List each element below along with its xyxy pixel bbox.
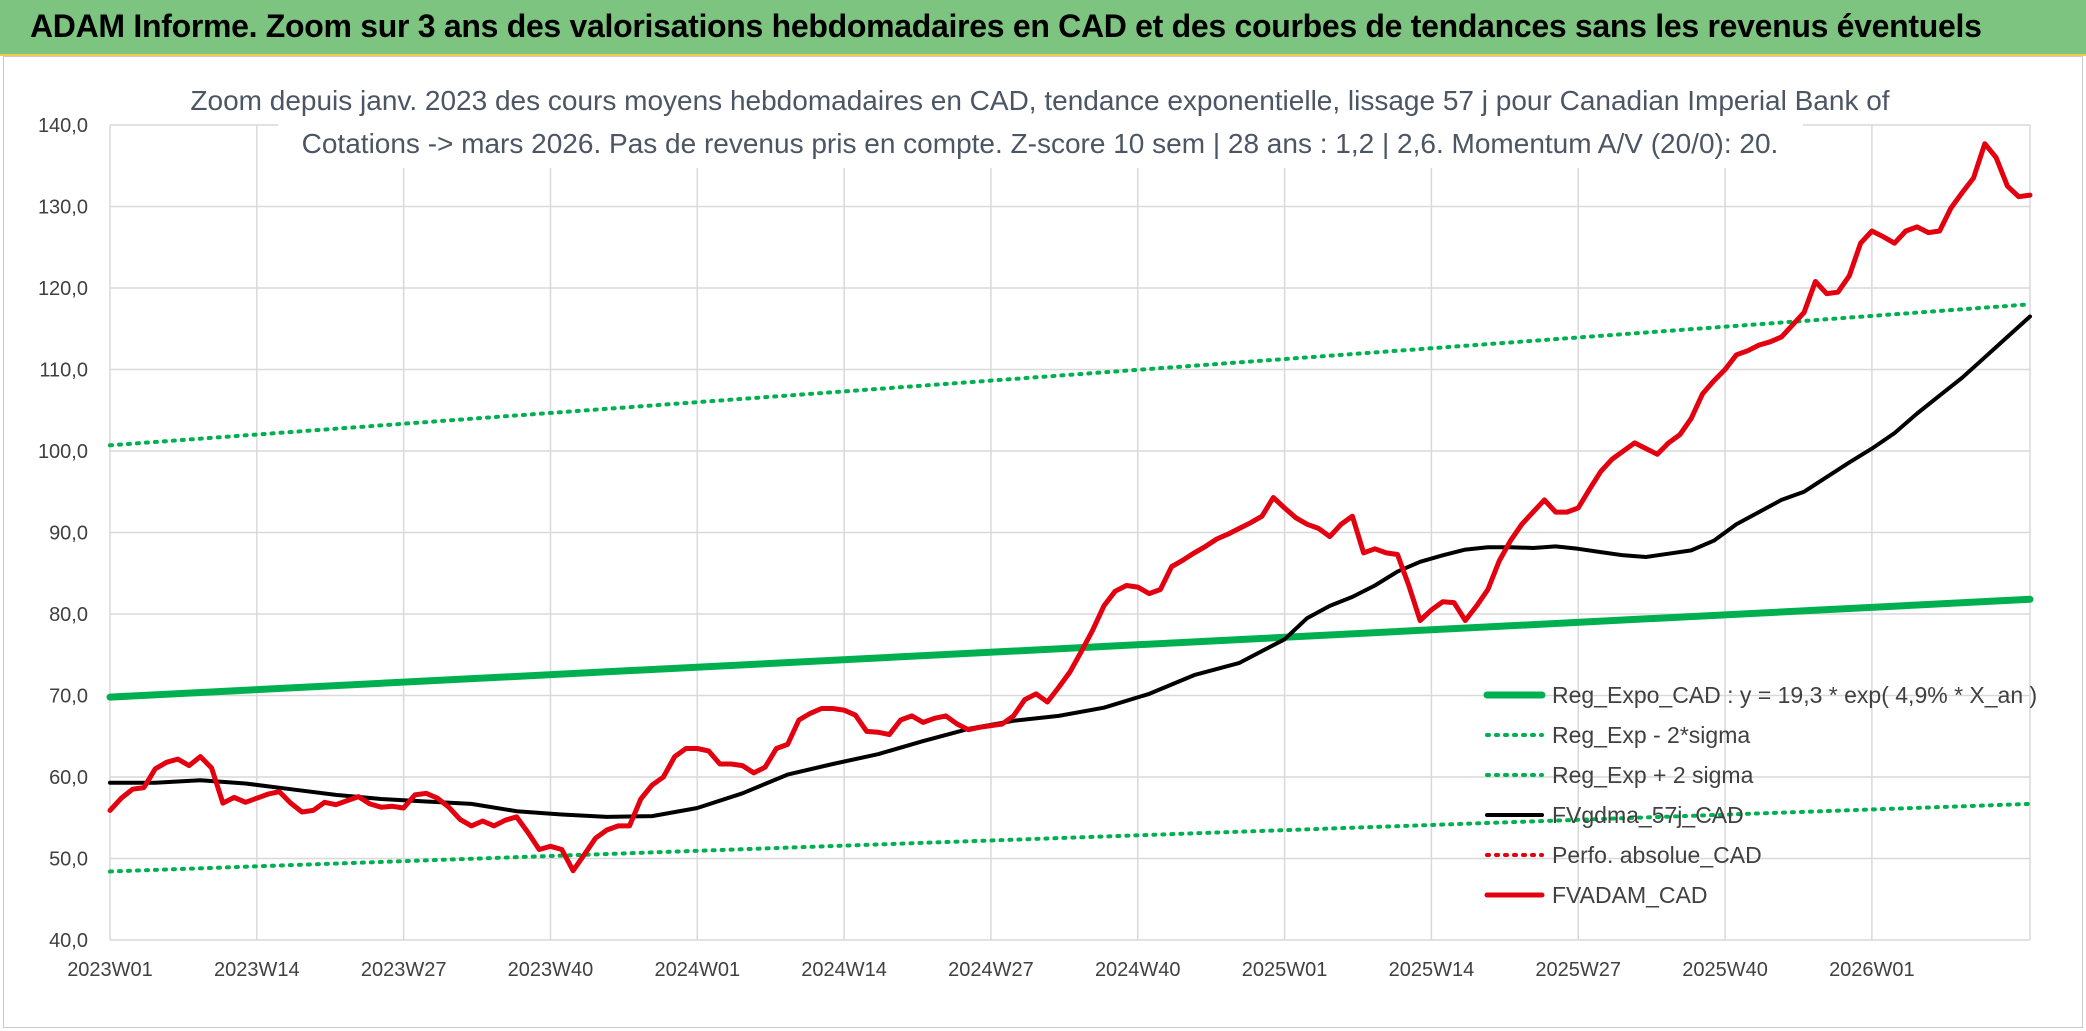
- y-tick-label: 80,0: [49, 604, 88, 626]
- y-tick-label: 70,0: [49, 686, 88, 708]
- legend-label-4: Perfo. absolue_CAD: [1552, 842, 1762, 868]
- legend-label-1: Reg_Exp - 2*sigma: [1552, 722, 1750, 748]
- chart-title-line2: Cotations -> mars 2026. Pas de revenus p…: [302, 128, 1779, 159]
- y-tick-label: 140,0: [38, 115, 88, 137]
- x-tick-label: 2023W01: [67, 959, 153, 981]
- x-tick-label: 2025W01: [1242, 959, 1328, 981]
- y-tick-label: 120,0: [38, 278, 88, 300]
- x-axis: 2023W01 2023W14 2023W27 2023W40 2024W01 2024W…: [67, 959, 1915, 981]
- y-tick-label: 60,0: [49, 767, 88, 789]
- y-tick-label: 40,0: [49, 930, 88, 952]
- chart-title-bg: [278, 78, 1803, 168]
- series-line-5: [107, 141, 2033, 874]
- series-line-1: [108, 801, 2032, 874]
- x-tick-label: 2024W01: [654, 959, 740, 981]
- series-line-3: [108, 314, 2032, 819]
- legend-label-5: FVADAM_CAD: [1552, 882, 1708, 908]
- y-axis: 40,0 50,0 60,0 70,0 80,0 90,0 100,0 110,0 120,0 1…: [38, 115, 88, 952]
- chart-title-line1: Zoom depuis janv. 2023 des cours moyens …: [190, 85, 1889, 116]
- x-tick-label: 2024W14: [801, 959, 887, 981]
- legend-label-0: Reg_Expo_CAD : y = 19,3 * exp( 4,9% * X_…: [1552, 682, 2037, 708]
- x-tick-label: 2026W01: [1829, 959, 1915, 981]
- x-tick-label: 2025W14: [1389, 959, 1475, 981]
- legend-label-3: FVgdma_57j_CAD: [1552, 802, 1744, 828]
- x-tick-label: 2024W27: [948, 959, 1034, 981]
- report-title: ADAM Informe. Zoom sur 3 ans des valoris…: [30, 8, 1982, 44]
- report-header: ADAM Informe. Zoom sur 3 ans des valoris…: [0, 0, 2086, 56]
- x-tick-label: 2023W27: [361, 959, 447, 981]
- series-line-2: [108, 302, 2032, 448]
- x-tick-label: 2023W14: [214, 959, 300, 981]
- legend: Reg_Expo_CAD : y = 19,3 * exp( 4,9% * X_…: [1483, 682, 2037, 908]
- y-tick-label: 90,0: [49, 523, 88, 545]
- y-tick-label: 130,0: [38, 197, 88, 219]
- x-tick-label: 2025W27: [1535, 959, 1621, 981]
- chart-frame: [3, 56, 2083, 1028]
- plot-area: [106, 141, 2034, 874]
- series-line-0: [106, 595, 2034, 701]
- y-tick-label: 110,0: [39, 360, 88, 382]
- x-tick-label: 2025W40: [1682, 959, 1768, 981]
- x-tick-label: 2023W40: [508, 959, 594, 981]
- legend-label-2: Reg_Exp + 2 sigma: [1552, 762, 1754, 788]
- y-tick-label: 50,0: [49, 849, 88, 871]
- x-tick-label: 2024W40: [1095, 959, 1181, 981]
- y-tick-label: 100,0: [38, 441, 88, 463]
